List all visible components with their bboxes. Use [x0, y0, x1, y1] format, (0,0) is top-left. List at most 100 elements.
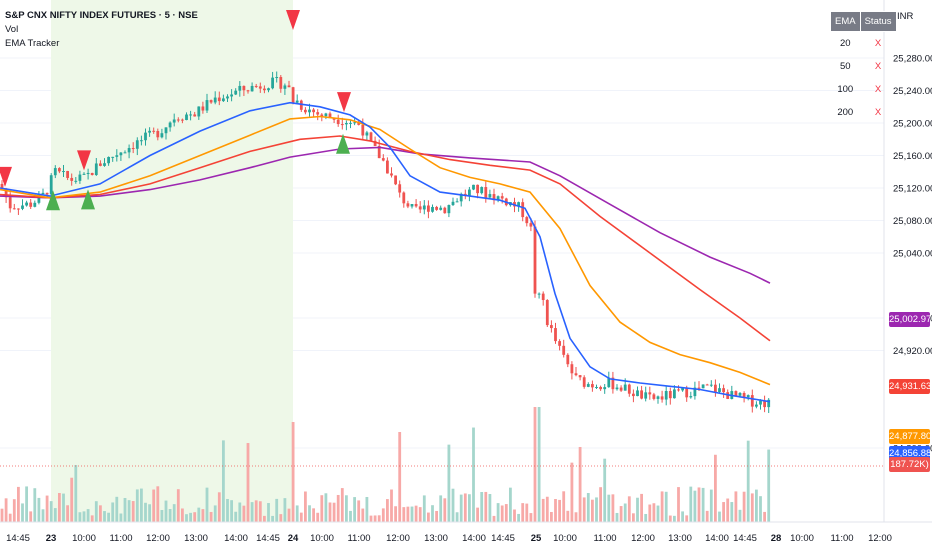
- candle-body: [127, 148, 131, 153]
- volume-bar: [107, 512, 110, 522]
- volume-bar: [283, 498, 287, 522]
- volume-bar: [533, 407, 537, 522]
- volume-bar: [529, 513, 533, 522]
- volume-bar: [488, 494, 492, 522]
- volume-bar: [402, 507, 406, 522]
- ema200-line: [0, 146, 771, 284]
- candle-body: [308, 109, 311, 113]
- volume-bar: [217, 492, 221, 522]
- x-tick-label: 12:00: [631, 533, 655, 544]
- volume-bar: [636, 497, 639, 522]
- volume-bar: [701, 487, 705, 522]
- volume-bar: [422, 495, 426, 522]
- candle-body: [41, 192, 45, 195]
- ema-status: X: [874, 38, 882, 49]
- ema-status: X: [874, 61, 882, 72]
- candle-body: [70, 177, 74, 181]
- volume-bar: [373, 515, 377, 522]
- table-header-status: Status: [859, 11, 897, 32]
- table-row: 200 X: [831, 101, 897, 124]
- candle-body: [701, 384, 705, 389]
- x-tick-label: 25: [531, 533, 542, 544]
- volume-bar: [103, 511, 106, 522]
- candle-body: [369, 132, 373, 141]
- volume-bar: [398, 432, 402, 522]
- candle-body: [328, 113, 332, 119]
- candle-body: [74, 180, 78, 182]
- candle-body: [103, 163, 106, 166]
- candle-body: [49, 175, 53, 195]
- sell-signal-marker: [337, 92, 351, 113]
- candle-body: [12, 208, 16, 210]
- volume-bar: [521, 503, 525, 522]
- volume-bar: [86, 509, 90, 522]
- candle-body: [246, 90, 250, 92]
- volume-bar: [718, 511, 721, 522]
- ema-period: 200: [837, 107, 854, 118]
- volume-bar: [582, 497, 586, 522]
- volume-bar: [41, 509, 45, 522]
- volume-bar: [345, 495, 348, 522]
- candle-body: [427, 205, 430, 212]
- candle-body: [353, 122, 356, 124]
- candle-body: [681, 387, 684, 391]
- symbol-title[interactable]: S&P CNX NIFTY INDEX FUTURES · 5 · NSE: [5, 10, 198, 21]
- candle-body: [455, 201, 459, 203]
- volume-bar: [287, 508, 291, 522]
- candle-body: [656, 396, 660, 399]
- candle-body: [201, 106, 205, 111]
- ema200-price-tag: 25,002.97: [889, 312, 932, 327]
- ema-period: 100: [837, 84, 854, 95]
- candle-body: [664, 391, 668, 400]
- volume-bar: [578, 446, 582, 522]
- ema-tracker-label[interactable]: EMA Tracker: [5, 38, 60, 49]
- candle-body: [209, 100, 213, 103]
- y-tick-label: 25,280.00: [893, 54, 932, 65]
- candle-body: [263, 88, 266, 91]
- volume-bar: [238, 502, 242, 522]
- candle-body: [439, 207, 443, 210]
- volume-bar: [513, 509, 516, 522]
- candle-body: [189, 114, 192, 116]
- currency-label[interactable]: INR: [897, 11, 914, 22]
- volume-indicator-label[interactable]: Vol: [5, 24, 19, 35]
- candle-body: [242, 85, 246, 91]
- volume-bar: [21, 503, 24, 522]
- volume-bar: [656, 505, 660, 522]
- volume-bar: [193, 512, 197, 522]
- candle-body: [0, 183, 4, 189]
- candle-body: [254, 85, 258, 87]
- sell-signal-marker: [0, 166, 12, 187]
- volume-bar: [295, 505, 299, 522]
- candle-body: [627, 384, 631, 394]
- candle-body: [591, 384, 594, 388]
- candle-body: [295, 100, 299, 103]
- volume-bar: [570, 462, 574, 522]
- candle-body: [476, 184, 479, 194]
- volume-bar: [504, 504, 508, 522]
- volume-bar: [365, 496, 369, 522]
- volume-bar: [29, 511, 33, 522]
- candle-body: [394, 175, 397, 185]
- candle-body: [217, 97, 221, 102]
- candle-body: [443, 207, 447, 214]
- candle-body: [689, 396, 693, 398]
- candle-body: [418, 206, 422, 210]
- x-tick-label: 11:00: [347, 533, 370, 544]
- candle-body: [554, 328, 557, 342]
- volume-bar: [759, 496, 762, 522]
- candle-body: [722, 388, 725, 393]
- volume-bar: [115, 496, 119, 522]
- volume-bar: [230, 500, 233, 522]
- volume-bar: [349, 510, 352, 522]
- volume-bar: [82, 511, 86, 522]
- volume-bar: [681, 511, 684, 522]
- x-tick-label: 10:00: [790, 533, 814, 544]
- y-tick-label: 25,240.00: [893, 86, 932, 97]
- volume-bar: [591, 499, 594, 522]
- price-axis-labels: 25,280.00 25,240.00 25,200.00 25,160.00 25,1…: [893, 54, 932, 455]
- x-tick-label: 10:00: [72, 533, 96, 544]
- candle-body: [714, 384, 717, 392]
- candle-body: [566, 354, 570, 365]
